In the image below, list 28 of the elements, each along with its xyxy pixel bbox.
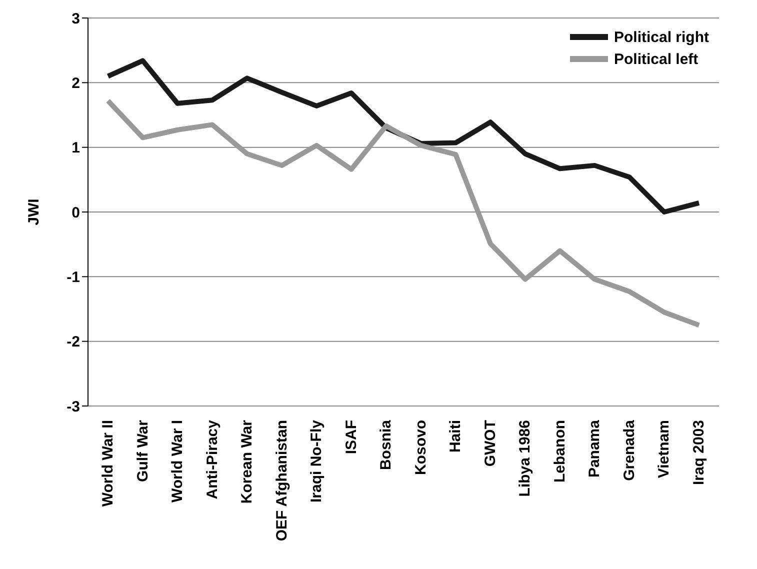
x-tick-label: GWOT <box>482 420 499 467</box>
x-tick-label: Gulf War <box>134 420 152 482</box>
x-tick-label: Grenada <box>620 419 638 481</box>
x-tick-label: Korean War <box>238 420 256 504</box>
y-tick-label: 1 <box>72 140 80 157</box>
x-tick-label: ISAF <box>342 420 360 454</box>
x-tick-label: World War II <box>100 420 116 507</box>
x-tick-label: Kosovo <box>412 420 430 476</box>
y-axis-title: JWI <box>25 198 42 226</box>
x-tick-label: Bosnia <box>378 419 395 470</box>
y-tick-label: 2 <box>72 74 80 92</box>
x-tick-label: Lebanon <box>551 420 568 482</box>
x-tick-label: Libya 1986 <box>516 420 534 497</box>
y-tick-label: -1 <box>66 268 80 286</box>
y-tick-label: -3 <box>66 398 80 416</box>
y-tick-label: -2 <box>66 334 80 351</box>
x-tick-label: Panama <box>586 419 604 478</box>
x-tick-label: OEF Afghanistan <box>273 420 290 542</box>
y-tick-label: 3 <box>72 10 80 28</box>
x-tick-label: Vietnam <box>656 420 673 478</box>
x-tick-label: Haiti <box>447 420 464 453</box>
x-tick-label: Iraqi No-Fly <box>308 419 326 503</box>
y-tick-label: 0 <box>72 204 80 222</box>
legend-label: Political right <box>614 28 709 46</box>
x-tick-label: Anti-Piracy <box>204 419 221 500</box>
x-tick-label: World War I <box>169 420 186 502</box>
legend-label: Political left <box>614 50 698 68</box>
x-tick-label: Iraq 2003 <box>690 420 708 486</box>
